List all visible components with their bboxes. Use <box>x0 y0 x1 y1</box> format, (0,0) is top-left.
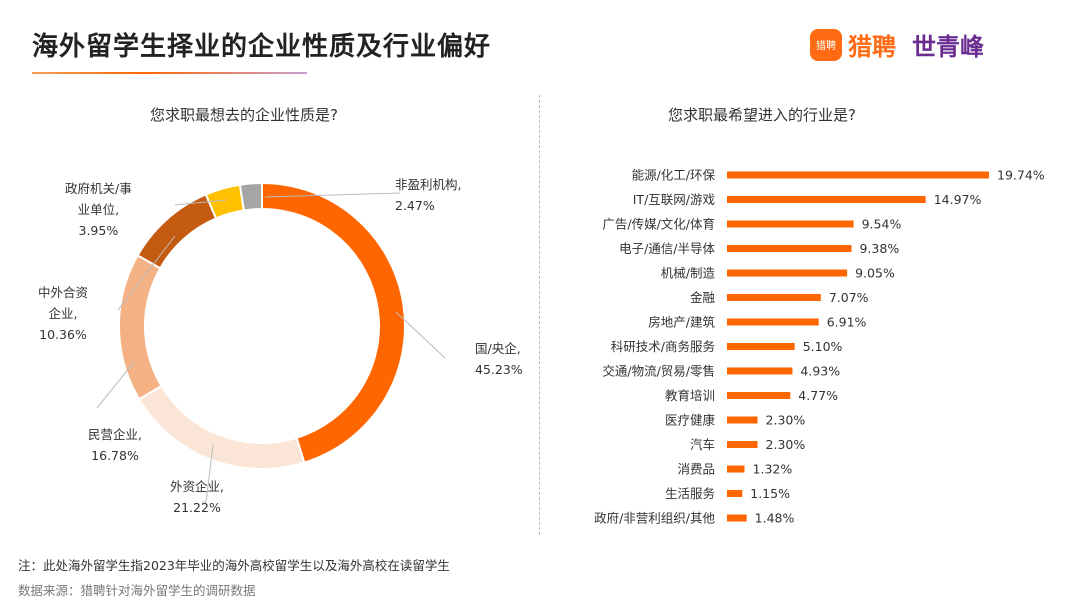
bar <box>727 392 791 399</box>
bar <box>727 269 848 277</box>
bar-category-label: 交通/物流/贸易/零售 <box>602 364 715 379</box>
bar-value-label: 6.91% <box>827 315 867 330</box>
bar <box>727 416 758 424</box>
bar-category-label: 能源/化工/环保 <box>632 168 716 183</box>
donut-label: 外资企业, 21.22% <box>170 476 224 518</box>
bar-value-label: 9.54% <box>862 217 902 232</box>
liepin-logo-icon: 猎聘 <box>810 28 842 61</box>
donut-label-line: 国/央企, <box>475 341 521 356</box>
donut-slice <box>261 181 406 464</box>
bar-category-label: IT/互联网/游戏 <box>633 192 715 207</box>
bar-value-label: 4.93% <box>800 364 840 379</box>
donut-slice <box>118 254 163 401</box>
donut-label: 民营企业, 16.78% <box>88 424 142 466</box>
footnote: 注：此处海外留学生指2023年毕业的海外高校留学生以及海外高校在读留学生 <box>18 558 450 573</box>
title-underline <box>32 72 307 74</box>
bar <box>727 441 758 448</box>
source: 数据来源：猎聘针对海外留学生的调研数据 <box>18 583 256 598</box>
donut-label-line: 3.95% <box>78 223 119 238</box>
donut-label: 国/央企, 45.23% <box>475 338 523 380</box>
bar-value-label: 4.77% <box>798 388 838 403</box>
bar-category-label: 医疗健康 <box>665 413 716 428</box>
donut-label: 非盈利机构, 2.47% <box>395 174 461 216</box>
bar <box>727 367 793 375</box>
donut-label-line: 外资企业, <box>170 479 224 494</box>
donut-slice <box>238 181 263 212</box>
donut-label-line: 政府机关/事 <box>65 181 132 196</box>
donut-label-line: 2.47% <box>395 198 435 213</box>
bar-value-label: 14.97% <box>934 192 982 207</box>
bar <box>727 318 819 326</box>
bar-value-label: 19.74% <box>997 168 1045 183</box>
liepin-logo-text: 猎聘 <box>848 33 896 61</box>
bar <box>727 490 743 497</box>
donut-label-line: 中外合资 <box>38 285 89 300</box>
bar-category-label: 科研技术/商务服务 <box>611 339 715 354</box>
bar-value-label: 9.38% <box>859 241 899 256</box>
bar-category-label: 消费品 <box>677 462 715 477</box>
page-title: 海外留学生择业的企业性质及行业偏好 <box>32 32 492 62</box>
bar-category-label: 生活服务 <box>665 486 715 501</box>
bar <box>727 245 852 252</box>
bar-category-label: 房地产/建筑 <box>648 315 715 330</box>
donut-label-line: 业单位, <box>77 202 120 217</box>
leader-line <box>202 444 214 503</box>
bar-category-label: 电子/通信/半导体 <box>619 241 715 256</box>
sqf-logo-text: 世青峰 <box>912 33 984 61</box>
bar <box>727 294 821 301</box>
donut-slice <box>136 193 218 270</box>
leader-line <box>117 235 176 311</box>
donut-slice <box>137 384 306 470</box>
donut-label-line: 45.23% <box>475 362 523 377</box>
bar <box>727 343 795 350</box>
bar-category-label: 汽车 <box>690 437 715 452</box>
bar-category-label: 广告/传媒/文化/体育 <box>602 217 715 232</box>
donut-label-line: 10.36% <box>39 327 87 342</box>
bar-value-label: 9.05% <box>855 266 895 281</box>
bar-value-label: 7.07% <box>829 290 869 305</box>
bar-value-label: 1.15% <box>750 486 790 501</box>
bar-title: 您求职最希望进入的行业是? <box>668 106 856 124</box>
bar-value-label: 1.48% <box>755 511 795 526</box>
bar-value-label: 1.32% <box>753 462 793 477</box>
donut-label: 中外合资企业, 10.36% <box>38 282 88 345</box>
leader-line <box>174 199 227 206</box>
bar-category-label: 金融 <box>690 290 716 305</box>
bar-category-label: 机械/制造 <box>661 266 716 281</box>
donut-title: 您求职最想去的企业性质是? <box>150 106 338 124</box>
bar-value-label: 5.10% <box>803 339 843 354</box>
bar-category-label: 教育培训 <box>665 388 715 403</box>
donut-label: 政府机关/事 业单位, 3.95% <box>65 178 132 241</box>
bar <box>727 196 926 203</box>
bar-value-label: 2.30% <box>766 437 806 452</box>
leader-line <box>264 192 401 198</box>
donut-label-line: 企业, <box>48 306 78 321</box>
logo: 猎聘 猎聘 世青峰 <box>810 27 984 62</box>
bar <box>727 514 747 522</box>
donut-label-line: 民营企业, <box>88 427 142 442</box>
bar <box>727 465 745 473</box>
leader-line <box>96 361 135 409</box>
donut-label-line: 21.22% <box>173 500 221 515</box>
donut-label-line: 16.78% <box>91 448 139 463</box>
bar-value-label: 2.30% <box>766 413 806 428</box>
leader-line <box>395 311 446 359</box>
bar-category-label: 政府/非营利组织/其他 <box>594 511 715 526</box>
bar <box>727 220 854 228</box>
donut-label-line: 非盈利机构, <box>395 177 462 192</box>
bar <box>727 171 989 179</box>
divider <box>539 95 540 535</box>
